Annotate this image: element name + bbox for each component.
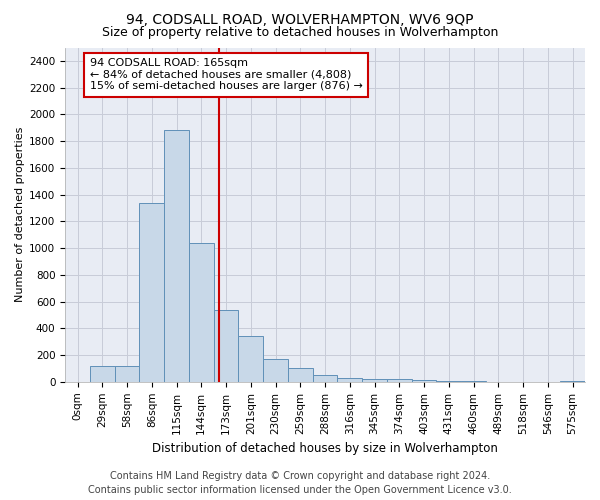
Bar [90, 366, 115, 382]
Text: Size of property relative to detached houses in Wolverhampton: Size of property relative to detached ho… [102, 26, 498, 39]
Bar [337, 378, 362, 382]
Bar [164, 130, 189, 382]
Bar [139, 202, 164, 382]
Bar [313, 375, 337, 382]
Bar [387, 379, 412, 382]
Bar [214, 310, 238, 382]
Bar [115, 366, 139, 382]
Text: 94 CODSALL ROAD: 165sqm
← 84% of detached houses are smaller (4,808)
15% of semi: 94 CODSALL ROAD: 165sqm ← 84% of detache… [90, 58, 363, 92]
Bar [412, 380, 436, 382]
Bar [288, 368, 313, 382]
Bar [436, 381, 461, 382]
Text: Contains HM Land Registry data © Crown copyright and database right 2024.
Contai: Contains HM Land Registry data © Crown c… [88, 471, 512, 495]
Bar [189, 242, 214, 382]
Text: 94, CODSALL ROAD, WOLVERHAMPTON, WV6 9QP: 94, CODSALL ROAD, WOLVERHAMPTON, WV6 9QP [126, 12, 474, 26]
Bar [560, 381, 585, 382]
Bar [362, 379, 387, 382]
Bar [238, 336, 263, 382]
Y-axis label: Number of detached properties: Number of detached properties [15, 127, 25, 302]
X-axis label: Distribution of detached houses by size in Wolverhampton: Distribution of detached houses by size … [152, 442, 498, 455]
Bar [263, 359, 288, 382]
